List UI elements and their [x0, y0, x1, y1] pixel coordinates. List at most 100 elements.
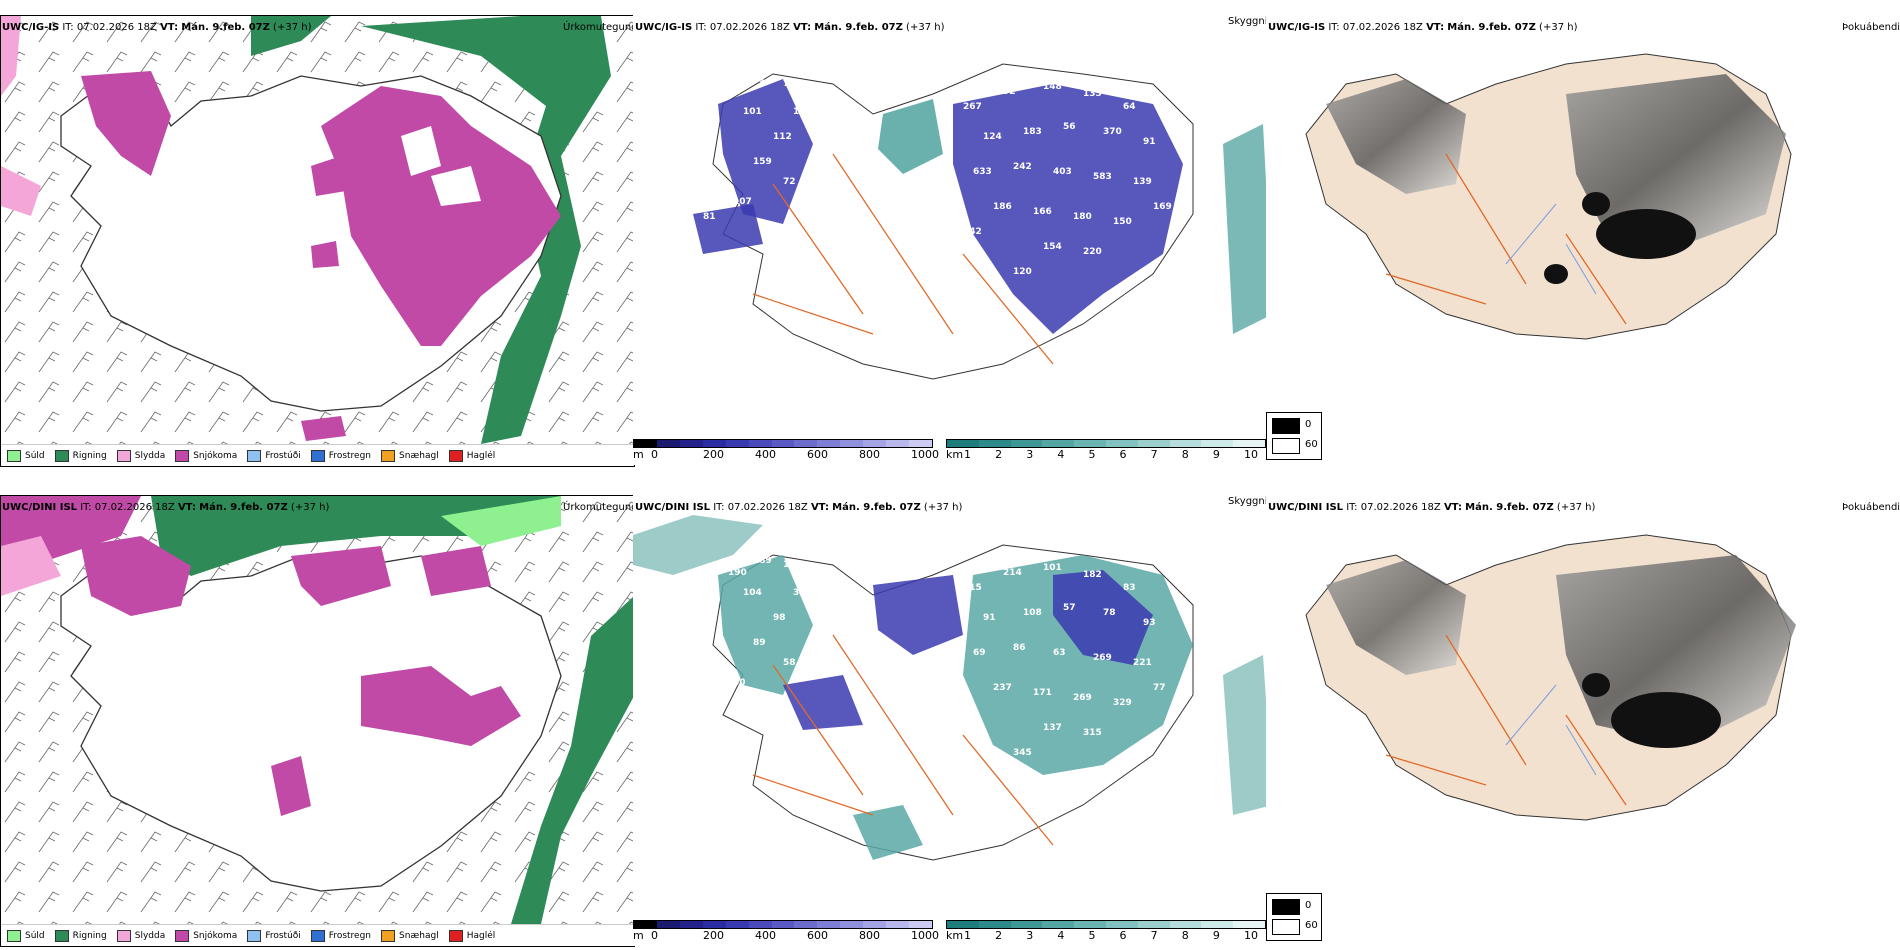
visibility-value: 315: [1083, 728, 1102, 738]
visibility-value: 150: [1113, 217, 1132, 227]
panel-header: UWC/DINI ISL IT: 07.02.2026 18Z VT: Mán.…: [1268, 502, 1595, 513]
elevation-bar-ticks: m 0 200 400 600 800 1000: [633, 448, 939, 461]
it-value: 07.02.2026 18Z: [76, 22, 157, 33]
legend-item: Slydda: [116, 449, 166, 462]
colorbar-unit: km: [946, 448, 964, 461]
panel-title: Úrkomutegund: [563, 22, 638, 33]
vt-value: Mán. 9.feb. 07Z: [814, 22, 903, 33]
colorbar-tick: 1: [964, 929, 971, 942]
visibility-value: 190: [728, 568, 747, 578]
panel-title: Skyggni: [1228, 16, 1268, 27]
rivers: [1505, 684, 1597, 776]
legend-item: Súld: [7, 449, 45, 462]
it-value: 07.02.2026 18Z: [1342, 22, 1423, 33]
colorbar-cell: [794, 440, 818, 447]
visibility-value: 137: [1043, 723, 1062, 733]
legend-swatch: [175, 929, 190, 942]
visibility-value: 169: [1153, 202, 1172, 212]
legend-item: Snjókoma: [175, 929, 237, 942]
fog-legend-top: 0 60: [1266, 412, 1322, 460]
visibility-value: 329: [1113, 698, 1132, 708]
roads: [752, 153, 1054, 365]
fog-panel-top: UWC/IG-IS IT: 07.02.2026 18Z VT: Mán. 9.…: [1266, 12, 1900, 465]
visibility-value: 104: [743, 588, 762, 598]
visibility-value: 64: [1123, 102, 1136, 112]
visibility-value: 76: [963, 708, 976, 718]
lead-time: (+37 h): [906, 22, 945, 33]
it-label: IT:: [1328, 22, 1340, 33]
vt-value: Mán. 9.feb. 07Z: [1465, 502, 1554, 513]
colorbar-tick: 800: [859, 448, 880, 461]
colorbar-cell: [947, 921, 979, 928]
colorbar-unit: m: [633, 448, 644, 461]
visibility-value: 166: [1033, 207, 1052, 217]
visibility-value: 269: [1093, 653, 1112, 663]
colorbar-tick: 7: [1150, 448, 1158, 461]
colorbar-cell: [840, 440, 864, 447]
colorbar-cell: [679, 440, 703, 447]
legend-item: Snjókoma: [175, 449, 237, 462]
precip-map-svg: [1, 16, 634, 444]
colorbar-cell: [1010, 921, 1043, 928]
low-visibility-area: [1053, 570, 1153, 665]
visibility-value: 148: [1043, 82, 1062, 92]
colorbar-cell: [771, 921, 795, 928]
visibility-value: 91: [753, 75, 766, 85]
visibility-value: 108: [1023, 608, 1042, 618]
dense-fog-area: [1544, 264, 1568, 284]
colorbar-cell: [840, 921, 864, 928]
colorbar-cell: [748, 440, 772, 447]
snow-area: [291, 546, 391, 606]
legend-swatch: [310, 449, 325, 462]
visibility-value: 171: [1033, 688, 1052, 698]
legend-label: Súld: [25, 930, 45, 941]
colorbar-tick: 400: [755, 929, 776, 942]
visibility-value: 103: [783, 560, 802, 570]
colorbar-cell: [1201, 921, 1234, 928]
colorbar-tick: 7: [1150, 929, 1158, 942]
low-visibility-area: [693, 204, 763, 254]
low-visibility-area: [873, 575, 963, 655]
colorbar-cell: [1105, 921, 1138, 928]
visibility-value: 77: [1153, 683, 1166, 693]
vt-label: VT:: [1426, 22, 1445, 33]
fog-legend-swatch-dark: [1272, 899, 1300, 915]
legend-label: Slydda: [134, 450, 166, 461]
colorbar-tick: 10: [1244, 448, 1258, 461]
visibility-value: 58: [783, 658, 796, 668]
colorbar-cell: [909, 921, 932, 928]
visibility-value: 81: [703, 212, 716, 222]
snow-area: [321, 86, 561, 346]
fog-map: [1305, 534, 1796, 821]
precip-map-svg: [1, 496, 634, 924]
visibility-value: 242: [1013, 162, 1032, 172]
visibility-value: 583: [1093, 172, 1112, 182]
fog-legend-label: 60: [1305, 439, 1318, 450]
colorbar-tick: 200: [703, 929, 724, 942]
legend-label: Frostregn: [328, 450, 372, 461]
fog-legend-bottom: 0 60: [1266, 893, 1322, 941]
dense-fog-area: [1582, 192, 1610, 216]
colorbar-tick: 2: [995, 448, 1003, 461]
fog-legend-swatch-dark: [1272, 418, 1300, 434]
drizzle-area: [441, 496, 561, 546]
visibility-value: 72: [783, 177, 796, 187]
colorbar-cell: [1105, 440, 1138, 447]
fog-panel-bottom: UWC/DINI ISL IT: 07.02.2026 18Z VT: Mán.…: [1266, 493, 1900, 946]
iceland-outline: [60, 555, 562, 892]
colorbar-tick: 9: [1212, 929, 1220, 942]
colorbar-tick: 0: [651, 929, 658, 942]
colorbar-cell: [1074, 921, 1106, 928]
legend-item: Slydda: [116, 929, 165, 942]
elevation-bar-ticks: m 0 200 400 600 800 1000: [633, 929, 939, 942]
visibility-value: 101: [743, 107, 762, 117]
legend-label: Frostúði: [265, 450, 301, 461]
colorbar-cell: [1010, 440, 1043, 447]
legend-swatch: [116, 449, 131, 462]
legend-item: Rigning: [54, 449, 107, 462]
legend-swatch: [7, 449, 21, 462]
vt-value: Mán. 9.feb. 07Z: [832, 502, 921, 513]
fog-legend-label: 0: [1305, 419, 1312, 430]
roads: [752, 634, 1054, 846]
panel-header: UWC/DINI ISL IT: 07.02.2026 18Z VT: Mán.…: [2, 502, 329, 513]
